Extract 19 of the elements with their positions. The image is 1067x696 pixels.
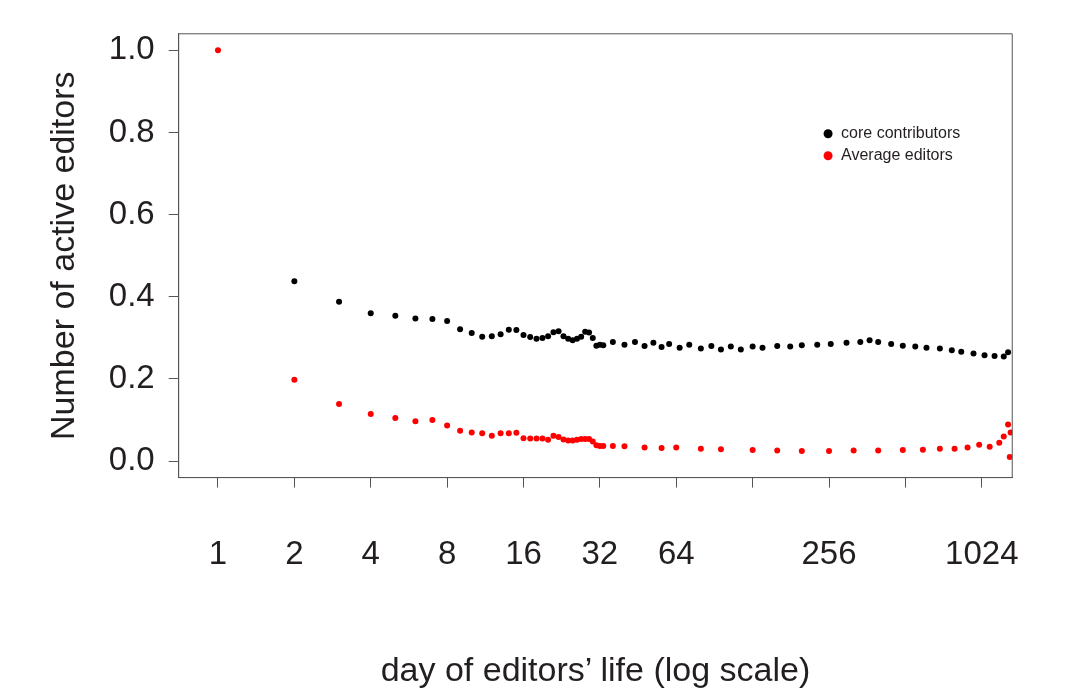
y-tick-label: 0.4: [108, 275, 155, 313]
y-tick-label: 0.0: [108, 440, 155, 478]
y-tick-label: 0.8: [108, 111, 155, 149]
y-tick-label: 1.0: [108, 29, 155, 67]
x-tick-label: 2: [285, 534, 304, 572]
x-tick-label: 32: [581, 534, 619, 572]
x-axis-title: day of editors’ life (log scale): [380, 649, 811, 688]
x-tick-label: 1024: [945, 534, 1019, 572]
legend-label: core contributors: [841, 124, 961, 142]
x-tick-label: 64: [657, 534, 695, 572]
y-tick-label: 0.2: [108, 358, 155, 396]
legend-label: Average editors: [841, 146, 953, 164]
y-tick-label: 0.6: [108, 193, 155, 231]
x-tick-label: 1: [208, 534, 228, 572]
x-tick-label: 4: [361, 534, 380, 572]
y-axis-title: Number of active editors: [42, 71, 81, 440]
x-tick-label: 256: [801, 534, 857, 572]
x-tick-label: 16: [505, 534, 542, 572]
x-tick-label: 8: [437, 534, 457, 572]
